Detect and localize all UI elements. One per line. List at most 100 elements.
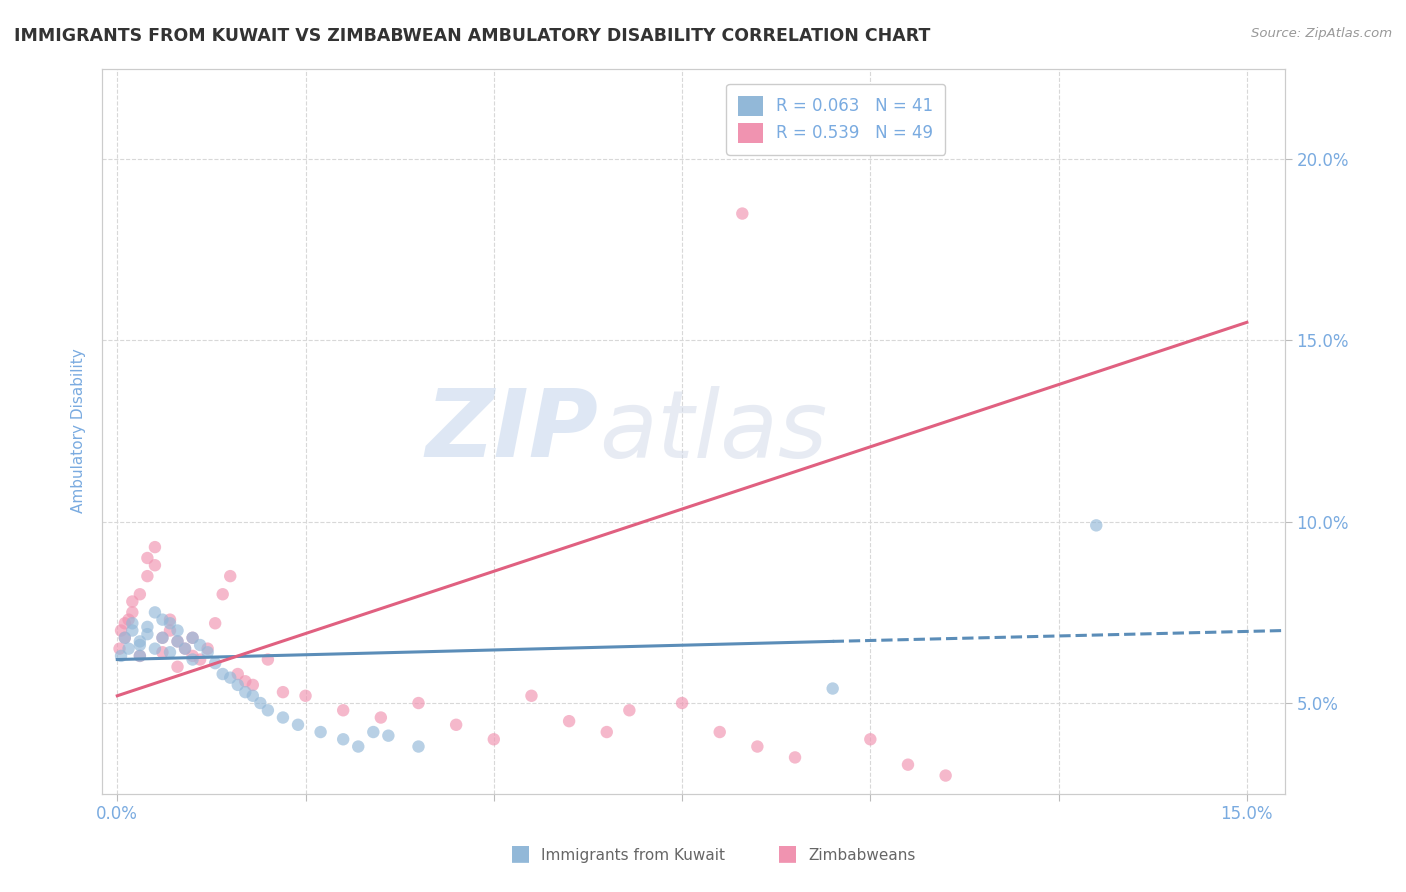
Point bbox=[226, 678, 249, 692]
Point bbox=[121, 594, 143, 608]
Point bbox=[181, 631, 204, 645]
Point bbox=[181, 652, 204, 666]
Point bbox=[136, 620, 159, 634]
Point bbox=[114, 616, 136, 631]
Text: Immigrants from Kuwait: Immigrants from Kuwait bbox=[541, 848, 725, 863]
Point bbox=[143, 606, 166, 620]
Point bbox=[242, 678, 264, 692]
Point bbox=[114, 631, 136, 645]
Point bbox=[444, 718, 467, 732]
Point bbox=[242, 689, 264, 703]
Point bbox=[821, 681, 844, 696]
Point bbox=[309, 725, 332, 739]
Point bbox=[233, 685, 256, 699]
Point bbox=[211, 667, 233, 681]
Point bbox=[136, 627, 159, 641]
Point bbox=[159, 624, 181, 638]
Point bbox=[114, 631, 136, 645]
Point bbox=[108, 641, 131, 656]
Point bbox=[558, 714, 581, 728]
Point bbox=[332, 703, 354, 717]
Point bbox=[747, 739, 769, 754]
Point bbox=[174, 641, 197, 656]
Point bbox=[408, 696, 430, 710]
Point bbox=[219, 671, 242, 685]
Point bbox=[188, 638, 211, 652]
Point bbox=[271, 710, 294, 724]
Point bbox=[159, 616, 181, 631]
Point bbox=[117, 641, 139, 656]
Point bbox=[249, 696, 271, 710]
Point bbox=[783, 750, 806, 764]
Point bbox=[204, 656, 226, 670]
Point bbox=[294, 689, 316, 703]
Point bbox=[370, 710, 392, 724]
Text: ZIP: ZIP bbox=[426, 385, 599, 477]
Point bbox=[128, 634, 150, 648]
Point bbox=[152, 631, 174, 645]
Point bbox=[128, 648, 150, 663]
Legend: R = 0.063   N = 41, R = 0.539   N = 49: R = 0.063 N = 41, R = 0.539 N = 49 bbox=[727, 84, 945, 155]
Text: IMMIGRANTS FROM KUWAIT VS ZIMBABWEAN AMBULATORY DISABILITY CORRELATION CHART: IMMIGRANTS FROM KUWAIT VS ZIMBABWEAN AMB… bbox=[14, 27, 931, 45]
Point bbox=[143, 540, 166, 554]
Point bbox=[136, 551, 159, 566]
Point bbox=[159, 645, 181, 659]
Point bbox=[619, 703, 641, 717]
Point bbox=[671, 696, 693, 710]
Point bbox=[482, 732, 505, 747]
Point bbox=[181, 648, 204, 663]
Point bbox=[159, 613, 181, 627]
Point bbox=[257, 703, 280, 717]
Point bbox=[166, 660, 188, 674]
Point bbox=[174, 641, 197, 656]
Point bbox=[332, 732, 354, 747]
Point bbox=[152, 645, 174, 659]
Point bbox=[128, 638, 150, 652]
Point bbox=[143, 641, 166, 656]
Text: Zimbabweans: Zimbabweans bbox=[808, 848, 915, 863]
Point bbox=[347, 739, 370, 754]
Point bbox=[226, 667, 249, 681]
Point bbox=[117, 613, 139, 627]
Point bbox=[143, 558, 166, 573]
Point bbox=[859, 732, 882, 747]
Point bbox=[181, 631, 204, 645]
Text: Source: ZipAtlas.com: Source: ZipAtlas.com bbox=[1251, 27, 1392, 40]
Point bbox=[128, 587, 150, 601]
Point bbox=[520, 689, 543, 703]
Point bbox=[166, 634, 188, 648]
Point bbox=[363, 725, 385, 739]
Point bbox=[110, 648, 132, 663]
Text: atlas: atlas bbox=[599, 385, 827, 476]
Point bbox=[110, 624, 132, 638]
Y-axis label: Ambulatory Disability: Ambulatory Disability bbox=[72, 349, 86, 514]
Point bbox=[709, 725, 731, 739]
Point bbox=[897, 757, 920, 772]
Point bbox=[731, 206, 754, 220]
Point bbox=[935, 768, 957, 782]
Point bbox=[596, 725, 619, 739]
Point bbox=[377, 729, 399, 743]
Text: ■: ■ bbox=[510, 844, 530, 863]
Point bbox=[211, 587, 233, 601]
Point bbox=[257, 652, 280, 666]
Point bbox=[197, 641, 219, 656]
Point bbox=[166, 634, 188, 648]
Point bbox=[408, 739, 430, 754]
Point bbox=[197, 645, 219, 659]
Point bbox=[204, 616, 226, 631]
Point bbox=[121, 616, 143, 631]
Point bbox=[136, 569, 159, 583]
Point bbox=[219, 569, 242, 583]
Point bbox=[188, 652, 211, 666]
Point bbox=[152, 631, 174, 645]
Point bbox=[271, 685, 294, 699]
Point bbox=[121, 624, 143, 638]
Text: ■: ■ bbox=[778, 844, 797, 863]
Point bbox=[128, 648, 150, 663]
Point bbox=[287, 718, 309, 732]
Point bbox=[1085, 518, 1108, 533]
Point bbox=[233, 674, 256, 689]
Point bbox=[166, 624, 188, 638]
Point bbox=[152, 613, 174, 627]
